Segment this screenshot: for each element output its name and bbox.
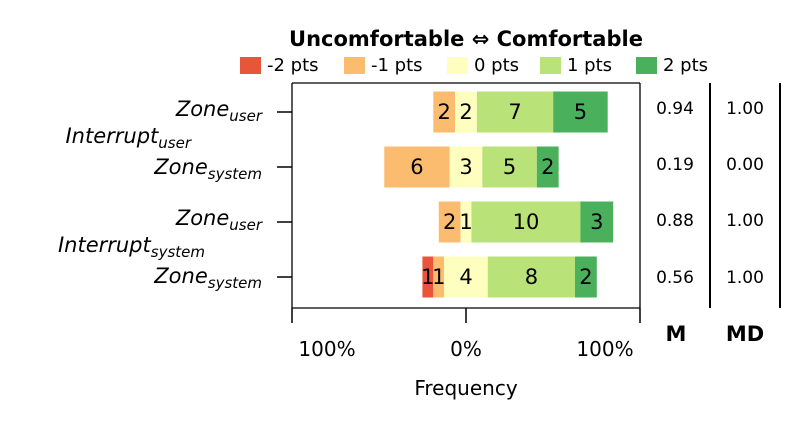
bar-value-label: 2 [438,100,451,124]
bar-value-label: 6 [410,155,423,179]
bar-segment [433,256,445,298]
legend-item: -2 pts [240,54,319,76]
bar-value-label: 8 [525,265,538,289]
bar-segment [449,146,483,188]
bar-value-label: 10 [513,210,540,234]
legend-item: 0 pts [447,54,519,76]
zone-label: Zonesystem [154,264,262,293]
x-axis-label: Frequency [414,376,518,400]
bar-value-label: 7 [508,100,521,124]
legend-label: -2 pts [267,54,319,76]
zone-label: Zonesystem [154,155,262,184]
bar-segment [575,256,597,298]
legend-item: 1 pts [540,54,612,76]
stat-md-value: 0.00 [726,155,764,175]
bar-value-label: 3 [459,155,472,179]
bar-segment [422,256,434,298]
bar-segment [384,146,450,188]
bar-value-label: 1 [421,265,434,289]
stat-md-value: 1.00 [726,99,764,119]
bar-segment [553,91,608,133]
bar-value-label: 1 [459,210,472,234]
x-tick-center: 0% [450,337,482,361]
stat-m-value: 0.88 [656,211,694,231]
bar-value-label: 5 [503,155,516,179]
bar-value-label: 2 [443,210,456,234]
stat-md-value: 1.00 [726,211,764,231]
bar-value-label: 5 [574,100,587,124]
bar-segment [487,256,575,298]
bar-segment [536,146,559,188]
legend-label: -1 pts [371,54,423,76]
interrupt-label: Interruptsystem [57,233,205,262]
bar-value-label: 2 [579,265,592,289]
legend-item: -1 pts [344,54,423,76]
x-tick-right: 100% [576,337,634,361]
bar-value-label: 2 [459,100,472,124]
bar-value-label: 3 [590,210,603,234]
legend-label: 2 pts [663,54,709,76]
bar-segment [455,91,477,133]
x-tick-left: 100% [298,337,356,361]
bar-value-label: 1 [432,265,445,289]
zone-label: Zoneuser [175,206,262,235]
legend-label: 1 pts [567,54,613,76]
stat-m-value: 0.94 [656,99,694,119]
legend-swatch [240,56,261,74]
bar-segment [482,146,537,188]
bar-segment [433,91,456,133]
chart-title: Uncomfortable ⇔ Comfortable [289,27,643,51]
bar-segment [471,201,581,243]
bar-value-label: 4 [459,265,472,289]
bar-segment [580,201,614,243]
legend-label: 0 pts [474,54,520,76]
interrupt-label: Interruptuser [65,124,191,153]
bar-value-label: 2 [541,155,554,179]
stat-md-value: 1.00 [726,268,764,288]
legend-swatch [447,56,468,74]
legend-swatch [344,56,365,74]
stat-header-m: M [665,322,687,346]
legend-swatch [636,56,657,74]
bar-segment [438,201,461,243]
bar-segment [460,201,472,243]
legend-item: 2 pts [636,54,708,76]
zone-label: Zoneuser [175,97,262,126]
stat-m-value: 0.19 [656,155,694,175]
stat-header-md: MD [725,322,765,346]
legend-swatch [540,56,561,74]
stat-m-value: 0.56 [656,268,694,288]
bar-segment [444,256,488,298]
bar-segment [476,91,554,133]
